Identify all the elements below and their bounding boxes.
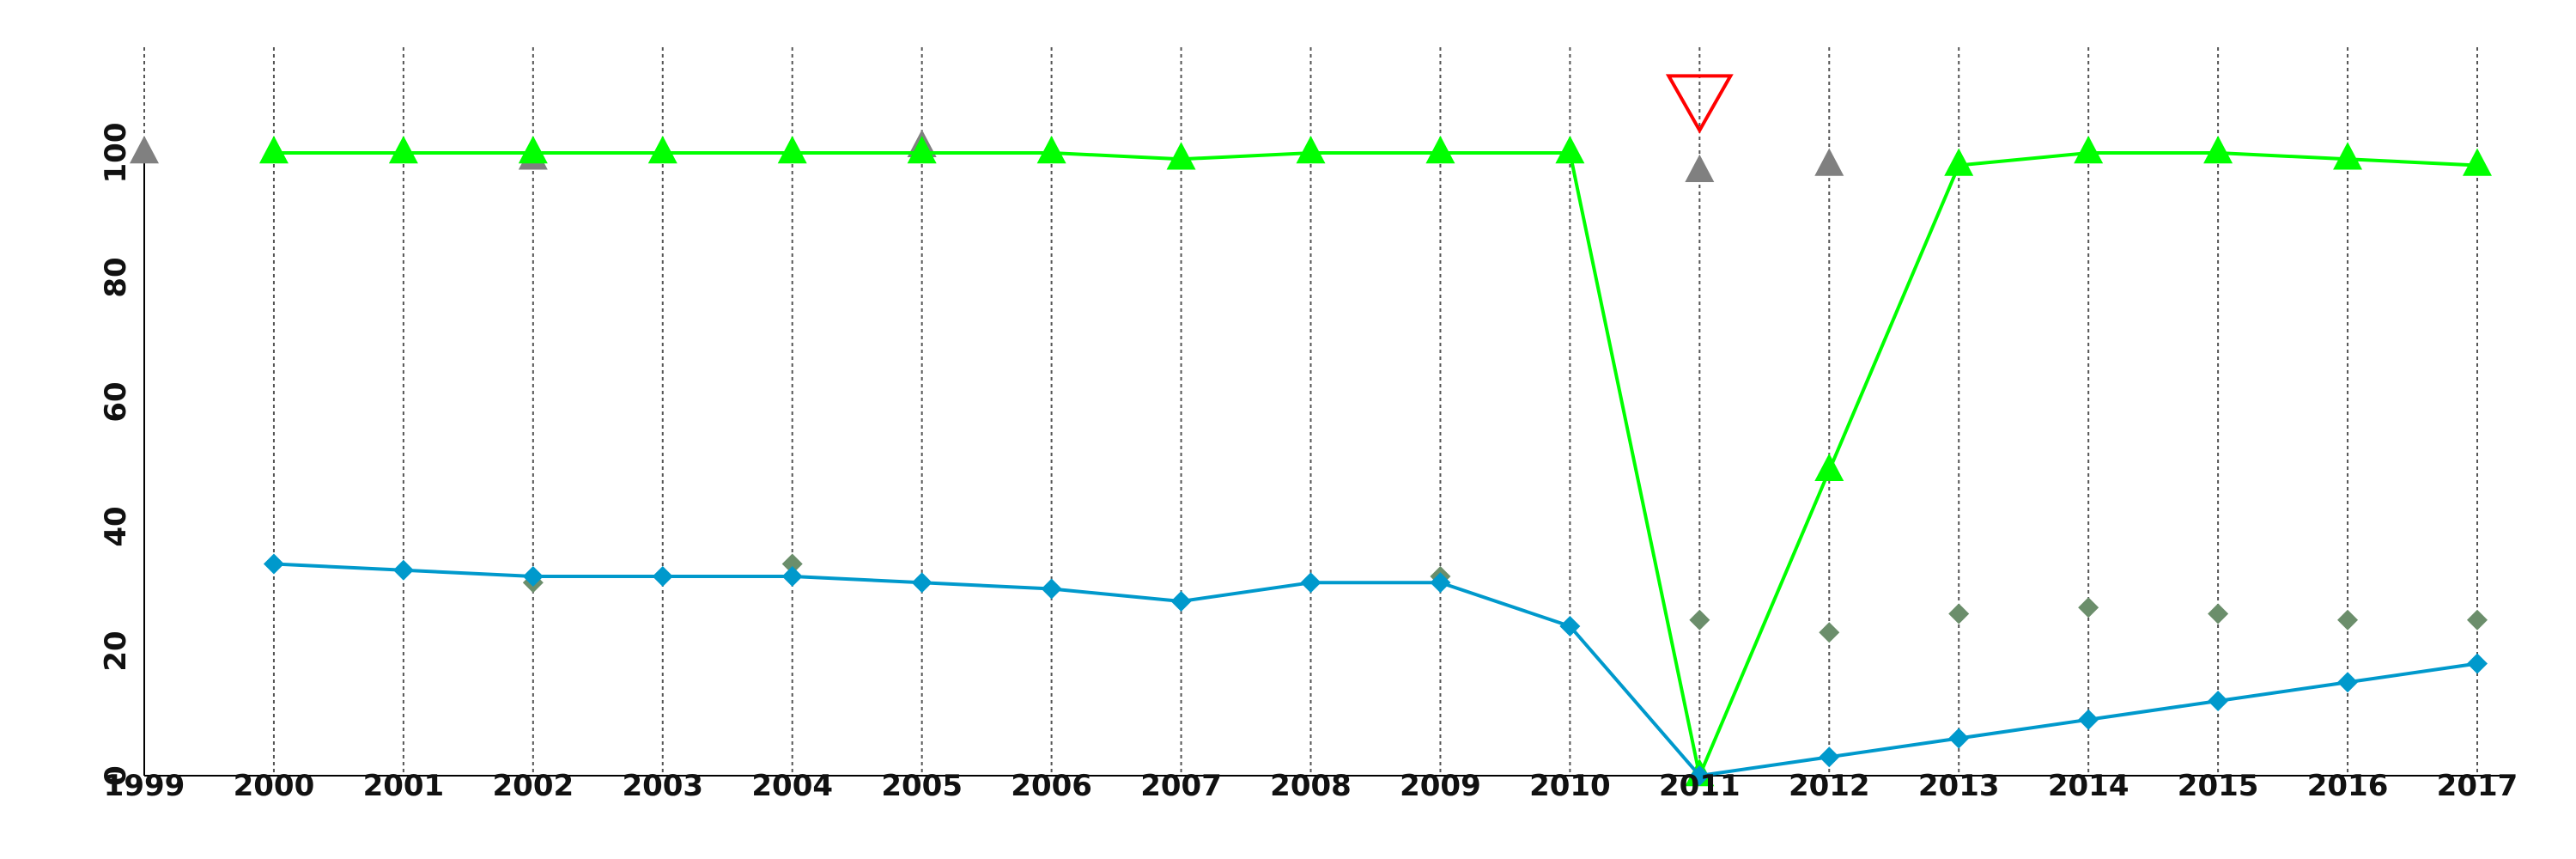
- green-triangle-point-2008: [1296, 135, 1326, 164]
- x-tick-label-2014: 2014: [2048, 769, 2129, 803]
- x-tick-label-2003: 2003: [622, 769, 703, 803]
- green-triangle-point-2017: [2463, 148, 2492, 176]
- green-series-line: [273, 151, 2478, 777]
- blue-diamond-point-2016: [2337, 672, 2359, 693]
- blue-diamond-point-2009: [1430, 572, 1451, 594]
- x-tick-label-2006: 2006: [1011, 769, 1092, 803]
- olive-diamond-point-2004: [781, 553, 803, 575]
- axes-layer: [143, 153, 2507, 777]
- blue-diamond-point-2008: [1300, 572, 1321, 594]
- olive-diamond-point-2013: [1948, 603, 1970, 624]
- gray-triangle-point-2012: [1814, 148, 1844, 176]
- x-tick-labels: 1999 2000 2001 2002 2003 2004 2005 2006 2007 2008…: [104, 769, 2518, 803]
- y-tick-label-0: 0: [99, 765, 133, 786]
- x-tick-label-2002: 2002: [493, 769, 574, 803]
- y-tick-label-100: 100: [99, 123, 133, 184]
- olive-diamond-point-2014: [2078, 597, 2099, 618]
- blue-diamond-point-2002: [522, 566, 544, 587]
- blue-diamond-point-2003: [652, 566, 673, 587]
- blue-diamond-point-2011: [1689, 765, 1710, 786]
- x-tick-label-2007: 2007: [1140, 769, 1222, 803]
- x-tick-label-2005: 2005: [881, 769, 963, 803]
- x-tick-label-2015: 2015: [2178, 769, 2259, 803]
- olive-diamond-point-2011: [1689, 609, 1710, 631]
- olive-diamond-point-2017: [2467, 609, 2488, 631]
- blue-diamond-point-2004: [781, 566, 803, 587]
- green-triangle-point-2013: [1944, 148, 1974, 176]
- blue-series-line: [273, 562, 2478, 777]
- blue-diamond-point-2012: [1819, 746, 1840, 768]
- blue-diamond-point-2010: [1559, 616, 1581, 637]
- y-tick-label-20: 20: [99, 631, 133, 671]
- y-tick-label-40: 40: [99, 506, 133, 546]
- green-triangle-point-2014: [2074, 135, 2104, 164]
- olive-diamond-point-2015: [2208, 603, 2229, 624]
- x-tick-label-2013: 2013: [1918, 769, 2000, 803]
- green-triangle-point-2004: [777, 135, 807, 164]
- green-triangle-point-2015: [2203, 135, 2233, 164]
- x-tick-label-2016: 2016: [2307, 769, 2389, 803]
- blue-diamond-point-2005: [911, 572, 933, 594]
- green-triangle-point-2010: [1555, 135, 1585, 164]
- x-tick-label-2004: 2004: [751, 769, 833, 803]
- blue-diamond-point-2000: [263, 553, 284, 575]
- y-tick-label-80: 80: [99, 257, 133, 297]
- x-tick-label-2000: 2000: [234, 769, 315, 803]
- x-tick-label-2010: 2010: [1529, 769, 1611, 803]
- blue-diamond-point-2006: [1041, 578, 1062, 600]
- blue-diamond-point-2017: [2467, 653, 2488, 674]
- x-tick-label-2012: 2012: [1789, 769, 1870, 803]
- green-triangle-point-2003: [647, 135, 677, 164]
- annotation-layer: [1665, 74, 1734, 134]
- blue-diamond-point-2014: [2078, 709, 2099, 730]
- green-triangle-point-2000: [258, 135, 289, 164]
- y-tick-labels: 0 20 40 60 80 100: [99, 123, 133, 786]
- blue-diamond-point-2013: [1948, 728, 1970, 749]
- series-layer: [130, 129, 2492, 787]
- green-triangle-point-2001: [388, 135, 418, 164]
- olive-diamond-point-2012: [1819, 622, 1840, 643]
- green-triangle-point-2009: [1425, 135, 1455, 164]
- blue-diamond-point-2001: [392, 559, 414, 581]
- olive-diamond-point-2016: [2337, 609, 2359, 631]
- gray-triangle-point-2011: [1685, 154, 1715, 183]
- x-tick-label-2017: 2017: [2437, 769, 2518, 803]
- green-triangle-point-2006: [1036, 135, 1066, 164]
- green-triangle-point-2016: [2333, 142, 2363, 170]
- x-tick-label-2001: 2001: [363, 769, 445, 803]
- blue-diamond-point-2015: [2208, 691, 2229, 711]
- red-inverted-triangle-marker-2011: [1665, 74, 1734, 134]
- green-triangle-point-2002: [518, 135, 548, 164]
- y-tick-label-60: 60: [99, 381, 133, 422]
- green-triangle-point-2007: [1166, 142, 1196, 170]
- x-tick-label-2008: 2008: [1270, 769, 1352, 803]
- x-tick-label-2011: 2011: [1659, 769, 1741, 803]
- x-tick-label-1999: 1999: [104, 769, 185, 803]
- green-triangle-point-2012: [1814, 453, 1844, 482]
- gray-triangle-point-1999: [130, 135, 159, 164]
- green-triangle-point-2005: [907, 135, 937, 164]
- blue-diamond-point-2007: [1170, 591, 1192, 612]
- x-tick-label-2009: 2009: [1400, 769, 1481, 803]
